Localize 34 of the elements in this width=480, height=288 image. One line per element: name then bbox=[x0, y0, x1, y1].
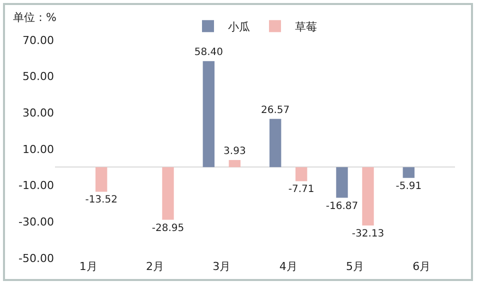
y-tick-label: 70.00 bbox=[22, 34, 54, 47]
y-tick-label: 10.00 bbox=[22, 142, 54, 156]
data-label: 3.93 bbox=[224, 146, 246, 158]
data-label: 58.40 bbox=[194, 47, 223, 58]
x-tick-label: 5月 bbox=[346, 260, 364, 273]
y-axis-title: 单位：% bbox=[13, 11, 56, 24]
legend-label: 小瓜 bbox=[228, 20, 250, 34]
y-tick-label: -10.00 bbox=[18, 179, 54, 192]
bar bbox=[269, 118, 282, 168]
data-label: -28.95 bbox=[152, 222, 184, 234]
x-tick-label: 2月 bbox=[146, 260, 164, 273]
legend-label: 草莓 bbox=[295, 20, 317, 34]
bar bbox=[228, 160, 241, 168]
bar bbox=[295, 167, 308, 182]
y-tick-label: 30.00 bbox=[22, 106, 54, 120]
y-tick-label: -50.00 bbox=[18, 252, 54, 265]
bar bbox=[362, 167, 374, 226]
x-tick-label: 4月 bbox=[279, 260, 298, 273]
bar bbox=[95, 167, 108, 192]
data-label: -7.71 bbox=[288, 184, 314, 196]
x-tick-label: 1月 bbox=[79, 260, 98, 273]
data-label: -32.13 bbox=[352, 228, 384, 240]
y-tick-label: 50.00 bbox=[22, 70, 54, 84]
data-label: -5.91 bbox=[396, 180, 422, 192]
bar bbox=[202, 61, 215, 168]
y-tick-label: -30.00 bbox=[18, 216, 54, 229]
bar bbox=[162, 167, 174, 220]
data-label: -16.87 bbox=[326, 200, 358, 212]
bar bbox=[336, 167, 348, 198]
data-label: -13.52 bbox=[85, 194, 118, 206]
bar bbox=[402, 167, 415, 178]
x-tick-label: 3月 bbox=[212, 260, 231, 273]
data-label: 26.57 bbox=[261, 104, 290, 116]
x-tick-label: 6月 bbox=[412, 260, 431, 273]
